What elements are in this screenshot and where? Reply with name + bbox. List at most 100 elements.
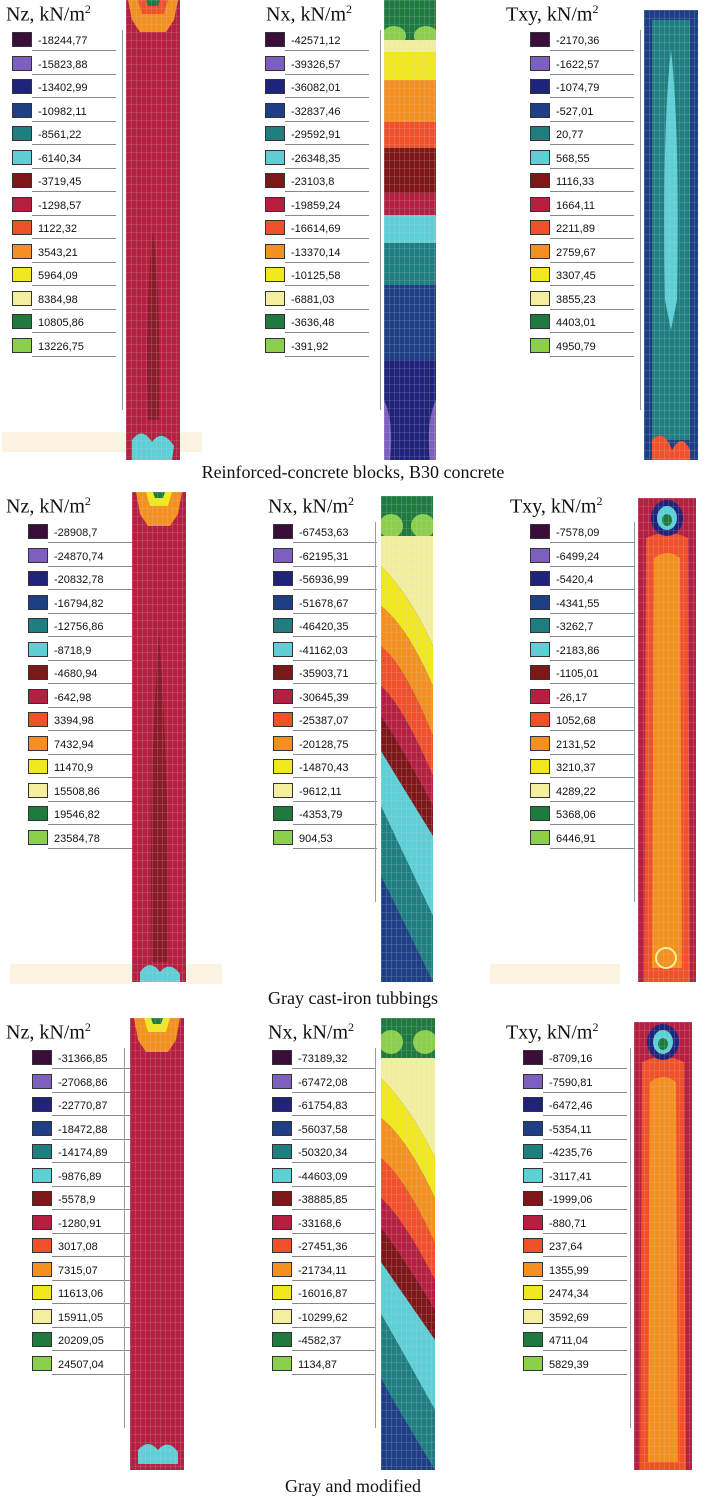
legend-value: -8561,22 — [38, 129, 82, 141]
legend-swatch — [272, 1167, 292, 1183]
legend-item: -880,71 — [523, 1213, 627, 1237]
legend-value: -2183,86 — [556, 644, 600, 657]
legend-swatch — [272, 1097, 292, 1112]
legend-swatch — [530, 759, 550, 774]
legend-item: 5964,09 — [12, 265, 116, 289]
legend-value: -36082,01 — [291, 82, 341, 94]
legend-item: -18244,77 — [12, 30, 116, 54]
contour-plot — [634, 1022, 692, 1470]
legend-swatch — [28, 618, 48, 633]
legend-swatch — [265, 102, 285, 118]
panel-title: Nz, kN/m2 — [6, 494, 91, 518]
legend-item: 904,53 — [273, 828, 377, 852]
legend-item: -16794,82 — [28, 593, 132, 617]
legend-value: -28908,7 — [54, 527, 98, 539]
legend-swatch — [32, 1073, 52, 1089]
contour-plot — [130, 1018, 184, 1470]
legend-value: 11613,06 — [58, 1288, 104, 1300]
legend-value: -61754,83 — [298, 1100, 348, 1112]
legend-value: -6472,46 — [549, 1100, 593, 1112]
legend-value: -16794,82 — [54, 597, 104, 610]
legend-value: 3017,08 — [58, 1241, 98, 1253]
legend-item: 2474,34 — [523, 1283, 627, 1307]
legend-item: 20,77 — [530, 124, 634, 148]
legend-item: -9612,11 — [273, 781, 377, 805]
legend-value: -3262,7 — [556, 621, 594, 633]
legend-value: 23584,78 — [54, 832, 100, 845]
legend-item: -67453,63 — [273, 522, 377, 546]
legend-swatch — [32, 1050, 52, 1065]
legend-value: -1622,57 — [556, 58, 600, 71]
panel-title: Nz, kN/m2 — [6, 1020, 91, 1044]
legend: -42571,12 -39326,57 -36082,01 -32837,46 -295… — [265, 30, 369, 359]
legend-swatch — [530, 149, 550, 165]
legend-swatch — [273, 547, 293, 563]
legend-item: -20832,78 — [28, 569, 132, 593]
legend-value: -4680,94 — [54, 668, 98, 680]
legend-swatch — [530, 712, 550, 727]
legend-item: -61754,83 — [272, 1095, 376, 1119]
contour-plot — [644, 10, 698, 460]
legend-swatch — [265, 79, 285, 94]
legend-item: -30645,39 — [273, 687, 377, 711]
legend-item: -9876,89 — [32, 1166, 136, 1190]
legend-value: -6140,34 — [38, 152, 82, 165]
legend-value: 5964,09 — [38, 270, 78, 282]
legend-value: -27068,86 — [58, 1076, 108, 1089]
legend-value: -39326,57 — [291, 58, 341, 71]
legend-item: -51678,67 — [273, 593, 377, 617]
legend-item: -10299,62 — [272, 1307, 376, 1331]
legend-swatch — [272, 1073, 292, 1089]
legend-item: 3307,45 — [530, 265, 634, 289]
legend-swatch — [32, 1332, 52, 1347]
legend-item: -67472,08 — [272, 1072, 376, 1096]
legend-swatch — [272, 1285, 292, 1300]
legend-item: 5829,39 — [523, 1354, 627, 1378]
legend-swatch — [530, 806, 550, 821]
legend-value: -391,92 — [291, 340, 329, 353]
legend-item: -50320,34 — [272, 1142, 376, 1166]
row-caption: Gray cast-iron tubbings — [268, 988, 438, 1008]
legend-item: 4950,79 — [530, 336, 634, 360]
legend-value: -24870,74 — [54, 550, 104, 563]
legend-swatch — [265, 149, 285, 165]
legend-swatch — [273, 594, 293, 610]
legend-value: -22770,87 — [58, 1100, 108, 1112]
legend-value: 10805,86 — [38, 317, 84, 329]
legend-swatch — [28, 782, 48, 798]
legend-item: -3262,7 — [530, 616, 634, 640]
panel-title: Nz, kN/m2 — [6, 2, 91, 26]
legend-item: -527,01 — [530, 101, 634, 125]
legend-swatch — [272, 1120, 292, 1136]
legend-swatch — [272, 1238, 292, 1253]
legend-item: -4582,37 — [272, 1330, 376, 1354]
legend-swatch — [32, 1308, 52, 1324]
legend-value: 904,53 — [299, 832, 333, 845]
legend-value: -3117,41 — [549, 1170, 592, 1183]
legend-swatch — [28, 571, 48, 586]
legend-swatch — [530, 267, 550, 282]
legend-value: -73189,32 — [298, 1053, 348, 1065]
legend-value: 5368,06 — [556, 809, 596, 821]
legend-item: 2759,67 — [530, 242, 634, 266]
panel-title: Txy, kN/m2 — [510, 494, 603, 518]
legend-value: -527,01 — [556, 105, 594, 118]
legend-item: 11613,06 — [32, 1283, 136, 1307]
legend-item: -26,17 — [530, 687, 634, 711]
legend-swatch — [530, 55, 550, 71]
contour-plot — [381, 1018, 435, 1470]
legend-swatch — [530, 641, 550, 657]
legend-value: -9612,11 — [299, 785, 342, 798]
contour-plot — [381, 496, 433, 982]
legend-value: -9876,89 — [58, 1170, 102, 1183]
legend-swatch — [530, 220, 550, 235]
legend-swatch — [530, 524, 550, 539]
legend-item: -13402,99 — [12, 77, 116, 101]
legend-item: -44603,09 — [272, 1166, 376, 1190]
legend-item: 1134,87 — [272, 1354, 376, 1378]
legend-item: 15508,86 — [28, 781, 132, 805]
legend-value: -21734,11 — [298, 1264, 347, 1277]
legend-swatch — [272, 1355, 292, 1371]
legend-item: 3543,21 — [12, 242, 116, 266]
legend-value: -5354,11 — [549, 1123, 592, 1136]
